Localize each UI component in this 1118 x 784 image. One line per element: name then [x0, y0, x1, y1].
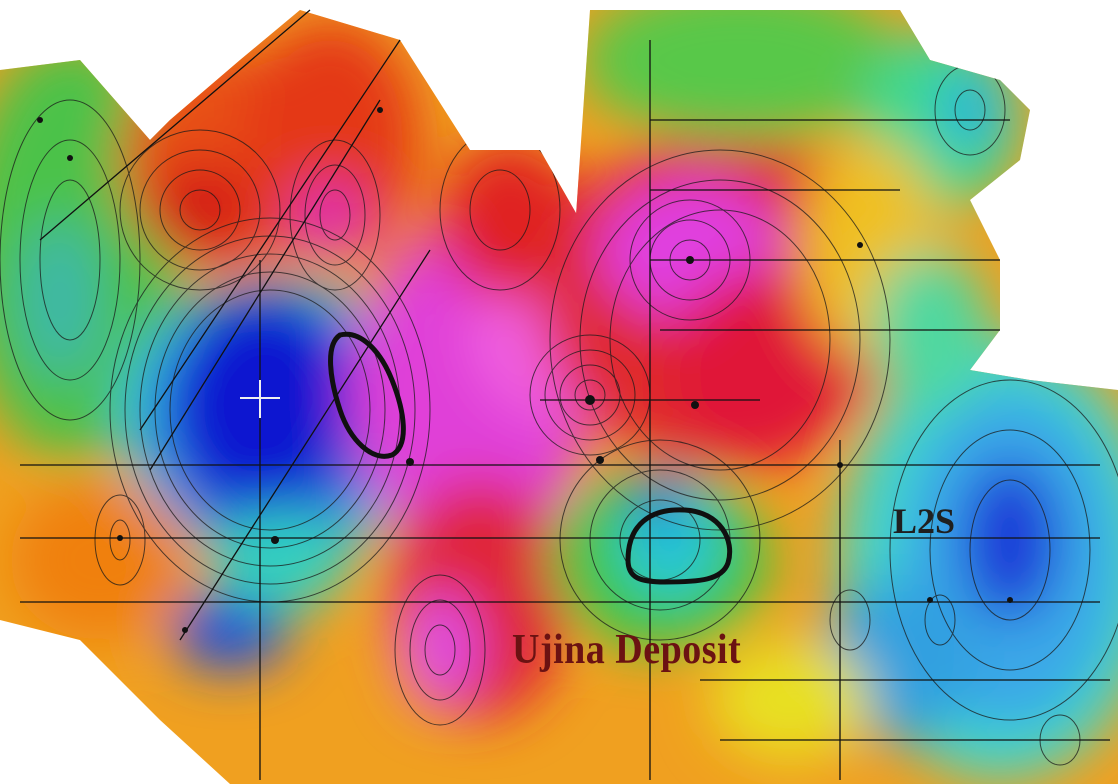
- survey-lines: [20, 9, 1110, 780]
- crosshair-marker: [240, 380, 280, 418]
- target-outline-west: [328, 331, 406, 459]
- target-outlines: [328, 331, 733, 585]
- station-markers: [37, 107, 1013, 633]
- target-outline-south: [625, 507, 733, 585]
